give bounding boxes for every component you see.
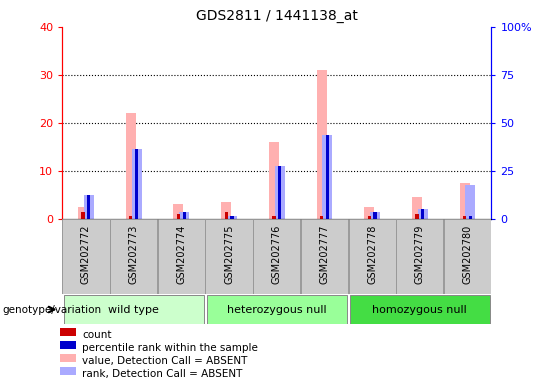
Bar (132, 149, 141, 219)
Bar (60, 328, 76, 336)
Text: GSM202772: GSM202772 (81, 225, 91, 285)
Bar (135, 149, 138, 219)
Bar (60, 341, 76, 349)
Bar (173, 204, 184, 219)
Text: value, Detection Call = ABSENT: value, Detection Call = ABSENT (82, 356, 247, 366)
Bar (62, 219, 110, 294)
Bar (60, 367, 76, 375)
Bar (348, 219, 396, 294)
Text: homozygous null: homozygous null (373, 305, 467, 314)
Text: GSM202778: GSM202778 (367, 225, 377, 284)
Text: GSM202776: GSM202776 (272, 225, 282, 284)
Bar (326, 135, 329, 219)
Bar (221, 202, 231, 219)
Bar (415, 214, 418, 219)
Text: rank, Detection Call = ABSENT: rank, Detection Call = ABSENT (82, 369, 242, 379)
Bar (418, 209, 428, 219)
Bar (272, 217, 275, 219)
Bar (129, 217, 132, 219)
Bar (225, 212, 228, 219)
Title: GDS2811 / 1441138_at: GDS2811 / 1441138_at (196, 9, 357, 23)
Bar (421, 209, 424, 219)
Bar (465, 185, 475, 219)
Bar (82, 212, 85, 219)
Bar (87, 195, 91, 219)
Text: genotype/variation: genotype/variation (3, 305, 102, 314)
Bar (275, 166, 285, 219)
Bar (396, 219, 443, 294)
Bar (64, 295, 204, 324)
Text: GSM202774: GSM202774 (177, 225, 186, 284)
Bar (227, 217, 237, 219)
Bar (253, 219, 300, 294)
Bar (126, 113, 136, 219)
Text: GSM202775: GSM202775 (224, 225, 234, 285)
Bar (320, 217, 323, 219)
Bar (350, 295, 490, 324)
Bar (60, 354, 76, 362)
Bar (177, 214, 180, 219)
Bar (316, 70, 327, 219)
Bar (460, 183, 470, 219)
Text: percentile rank within the sample: percentile rank within the sample (82, 343, 258, 353)
Bar (269, 142, 279, 219)
Text: GSM202779: GSM202779 (415, 225, 425, 284)
Bar (207, 295, 347, 324)
Bar (368, 217, 371, 219)
Bar (364, 207, 374, 219)
Bar (444, 219, 491, 294)
Text: GSM202777: GSM202777 (320, 225, 329, 285)
Text: GSM202773: GSM202773 (129, 225, 139, 284)
Text: heterozygous null: heterozygous null (227, 305, 327, 314)
Bar (370, 212, 380, 219)
Bar (278, 166, 281, 219)
Text: wild type: wild type (108, 305, 159, 314)
Bar (412, 197, 422, 219)
Bar (78, 207, 88, 219)
Bar (110, 219, 157, 294)
Bar (84, 195, 94, 219)
Bar (469, 217, 472, 219)
Bar (301, 219, 348, 294)
Bar (322, 135, 332, 219)
Text: GSM202780: GSM202780 (463, 225, 472, 284)
Bar (179, 212, 189, 219)
Bar (373, 212, 377, 219)
Bar (463, 217, 467, 219)
Bar (183, 212, 186, 219)
Bar (158, 219, 205, 294)
Bar (230, 217, 234, 219)
Text: count: count (82, 330, 112, 340)
Bar (205, 219, 253, 294)
